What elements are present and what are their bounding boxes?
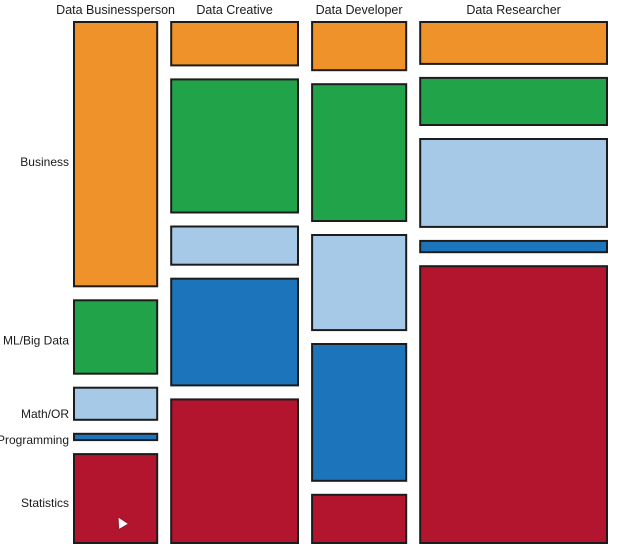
row-label: ML/Big Data [3, 333, 69, 347]
tile-data-creative-ml-big-data [170, 78, 299, 214]
tile-data-developer-business [311, 21, 408, 72]
column-label: Data Researcher [466, 3, 561, 17]
row-label: Math/OR [21, 407, 69, 421]
tile-data-developer-statistics [311, 493, 408, 544]
tile-data-researcher-ml-big-data [419, 76, 609, 126]
tile-data-researcher-business [419, 21, 609, 65]
column-label: Data Creative [196, 3, 272, 17]
tile-data-developer-ml-big-data [311, 83, 408, 222]
tile-data-researcher-statistics [419, 265, 609, 544]
tile-data-businessperson-business [73, 21, 159, 288]
tile-data-businessperson-math-or [73, 386, 159, 421]
row-label: Programming [0, 433, 69, 447]
tile-data-creative-math-or [170, 225, 299, 266]
tile-data-businessperson-ml-big-data [73, 299, 159, 375]
row-labels: Business ML/Big Data Math/OR Programming Sta… [0, 155, 69, 510]
column-label: Data Developer [316, 3, 403, 17]
tile-data-creative-statistics [170, 398, 299, 544]
tile-data-businessperson-programming [73, 432, 159, 442]
column-label: Data Businessperson [56, 3, 175, 17]
row-label: Statistics [21, 496, 69, 510]
tile-data-developer-programming [311, 343, 408, 482]
tile-data-researcher-math-or [419, 138, 609, 228]
mosaic-tiles [73, 21, 609, 545]
tile-data-researcher-programming [419, 239, 609, 254]
tile-data-creative-programming [170, 277, 299, 387]
column-labels: Data Businessperson Data Creative Data Dev… [56, 3, 561, 17]
tile-data-businessperson-statistics [73, 453, 159, 545]
tile-data-creative-business [170, 21, 299, 67]
row-label: Business [20, 155, 69, 169]
tile-data-developer-math-or [311, 234, 408, 332]
